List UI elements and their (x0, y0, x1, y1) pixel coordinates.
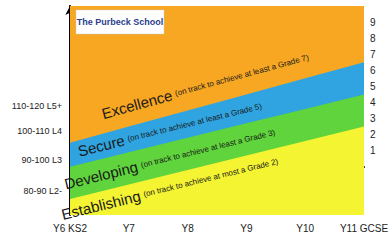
svg-text:3: 3 (370, 113, 376, 124)
svg-text:Secure: Secure (76, 132, 126, 160)
svg-text:Y9: Y9 (240, 223, 253, 234)
svg-text:(on track to achieve at least: (on track to achieve at least a Grade 5) (126, 101, 263, 144)
svg-text:100-110 L4: 100-110 L4 (17, 126, 62, 136)
svg-text:8: 8 (370, 33, 376, 44)
svg-text:The Purbeck School: The Purbeck School (77, 17, 164, 27)
svg-text:7: 7 (370, 49, 376, 60)
svg-text:(on track to achieve at most a: (on track to achieve at most a Grade 2) (143, 157, 280, 199)
svg-text:110-120 L5+: 110-120 L5+ (12, 101, 62, 111)
svg-text:6: 6 (370, 65, 376, 76)
svg-text:2: 2 (370, 129, 376, 140)
svg-text:4: 4 (370, 97, 376, 108)
svg-text:(on track to achieve at least: (on track to achieve at least a Grade 3) (139, 128, 277, 170)
svg-text:5: 5 (370, 81, 376, 92)
svg-text:Establishing: Establishing (60, 187, 143, 223)
svg-text:Y8: Y8 (181, 223, 194, 234)
svg-text:1: 1 (370, 145, 376, 156)
svg-text:9: 9 (370, 17, 376, 28)
svg-text:Developing: Developing (63, 158, 140, 192)
svg-text:(on track to achieve at least: (on track to achieve at least a Grade 7) (174, 53, 310, 98)
svg-text:80-90 L2-: 80-90 L2- (23, 186, 62, 196)
svg-text:Y10: Y10 (296, 223, 314, 234)
svg-text:Y11 GCSE: Y11 GCSE (340, 223, 388, 234)
svg-text:Excellence: Excellence (100, 87, 174, 123)
svg-text:Y7: Y7 (123, 223, 136, 234)
svg-text:Y6 KS2: Y6 KS2 (53, 223, 87, 234)
svg-text:90-100 L3: 90-100 L3 (21, 155, 62, 165)
